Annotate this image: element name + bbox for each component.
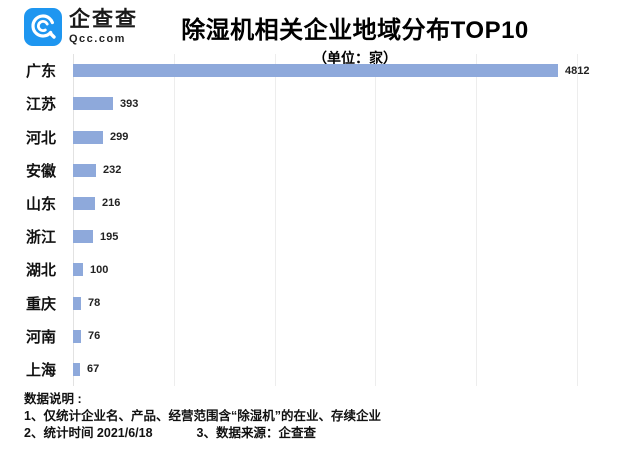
note-line-2: 2、统计时间 2021/6/18 3、数据来源：企查查 (24, 425, 630, 442)
category-label: 重庆 (25, 295, 56, 313)
bar (73, 230, 93, 244)
value-label: 393 (120, 97, 139, 110)
value-label: 299 (110, 131, 129, 143)
category-label: 河南 (25, 328, 56, 346)
bar (73, 196, 95, 210)
category-label: 浙江 (25, 229, 56, 247)
gridline (476, 54, 478, 386)
brand-name: 企查查 (69, 8, 138, 31)
bar-row: 上海 67 (0, 353, 640, 386)
value-label: 100 (90, 263, 109, 276)
category-label: 安徽 (25, 162, 56, 180)
value-label: 232 (103, 164, 122, 177)
bar (73, 296, 81, 310)
bar (73, 163, 96, 177)
bar (73, 362, 80, 376)
bar-row: 山东 216 (0, 187, 640, 220)
bar-row: 湖北 100 (0, 253, 640, 286)
bar (73, 130, 103, 144)
note-stat-time: 2、统计时间 2021/6/18 (24, 426, 153, 440)
bar-row: 广东 4812 (0, 54, 640, 87)
value-label: 76 (88, 330, 101, 343)
category-label: 河北 (25, 129, 56, 147)
bar (73, 64, 558, 78)
gridline (375, 54, 377, 386)
value-label: 216 (102, 197, 121, 210)
brand-domain: Qcc.com (69, 33, 126, 45)
bar-row: 河南 76 (0, 320, 640, 353)
category-label: 上海 (25, 361, 56, 379)
bar-rows: 广东 4812 江苏 393 河北 299 安徽 232 山东 216 浙江 195 湖北 100 重庆 78… (0, 54, 640, 386)
value-label: 4812 (565, 64, 590, 77)
notes-heading: 数据说明 : (24, 392, 82, 406)
qcc-logo: 企查查 Qcc.com (24, 8, 138, 46)
gridline (173, 54, 175, 386)
bar-row: 重庆 78 (0, 286, 640, 319)
bar-row: 浙江 195 (0, 220, 640, 253)
value-label: 67 (87, 363, 100, 376)
bar-row: 安徽 232 (0, 154, 640, 187)
value-label: 78 (88, 297, 101, 310)
category-label: 山东 (25, 195, 56, 213)
chart-title: 除湿机相关企业地域分布TOP10 (181, 17, 529, 44)
note-line-1: 1、仅统计企业名、产品、经营范围含“除湿机”的在业、存续企业 (24, 409, 381, 423)
gridline (577, 54, 578, 386)
category-label: 广东 (25, 63, 56, 81)
bar (73, 97, 113, 111)
note-data-source: 3、数据来源：企查查 (196, 426, 316, 440)
gridline (274, 54, 276, 386)
bar-row: 河北 299 (0, 120, 640, 153)
bar (73, 263, 83, 277)
value-label: 195 (100, 230, 119, 243)
category-label: 江苏 (25, 96, 56, 114)
category-label: 湖北 (25, 262, 56, 280)
bar-chart: 广东 4812 江苏 393 河北 299 安徽 232 山东 216 浙江 195 湖北 100 重庆 78… (0, 54, 640, 386)
data-notes: 数据说明 : 1、仅统计企业名、产品、经营范围含“除湿机”的在业、存续企业 2、… (24, 391, 630, 442)
qcc-logo-icon (24, 8, 62, 46)
y-axis-line (73, 54, 74, 386)
bar (73, 329, 81, 343)
bar-row: 江苏 393 (0, 87, 640, 120)
